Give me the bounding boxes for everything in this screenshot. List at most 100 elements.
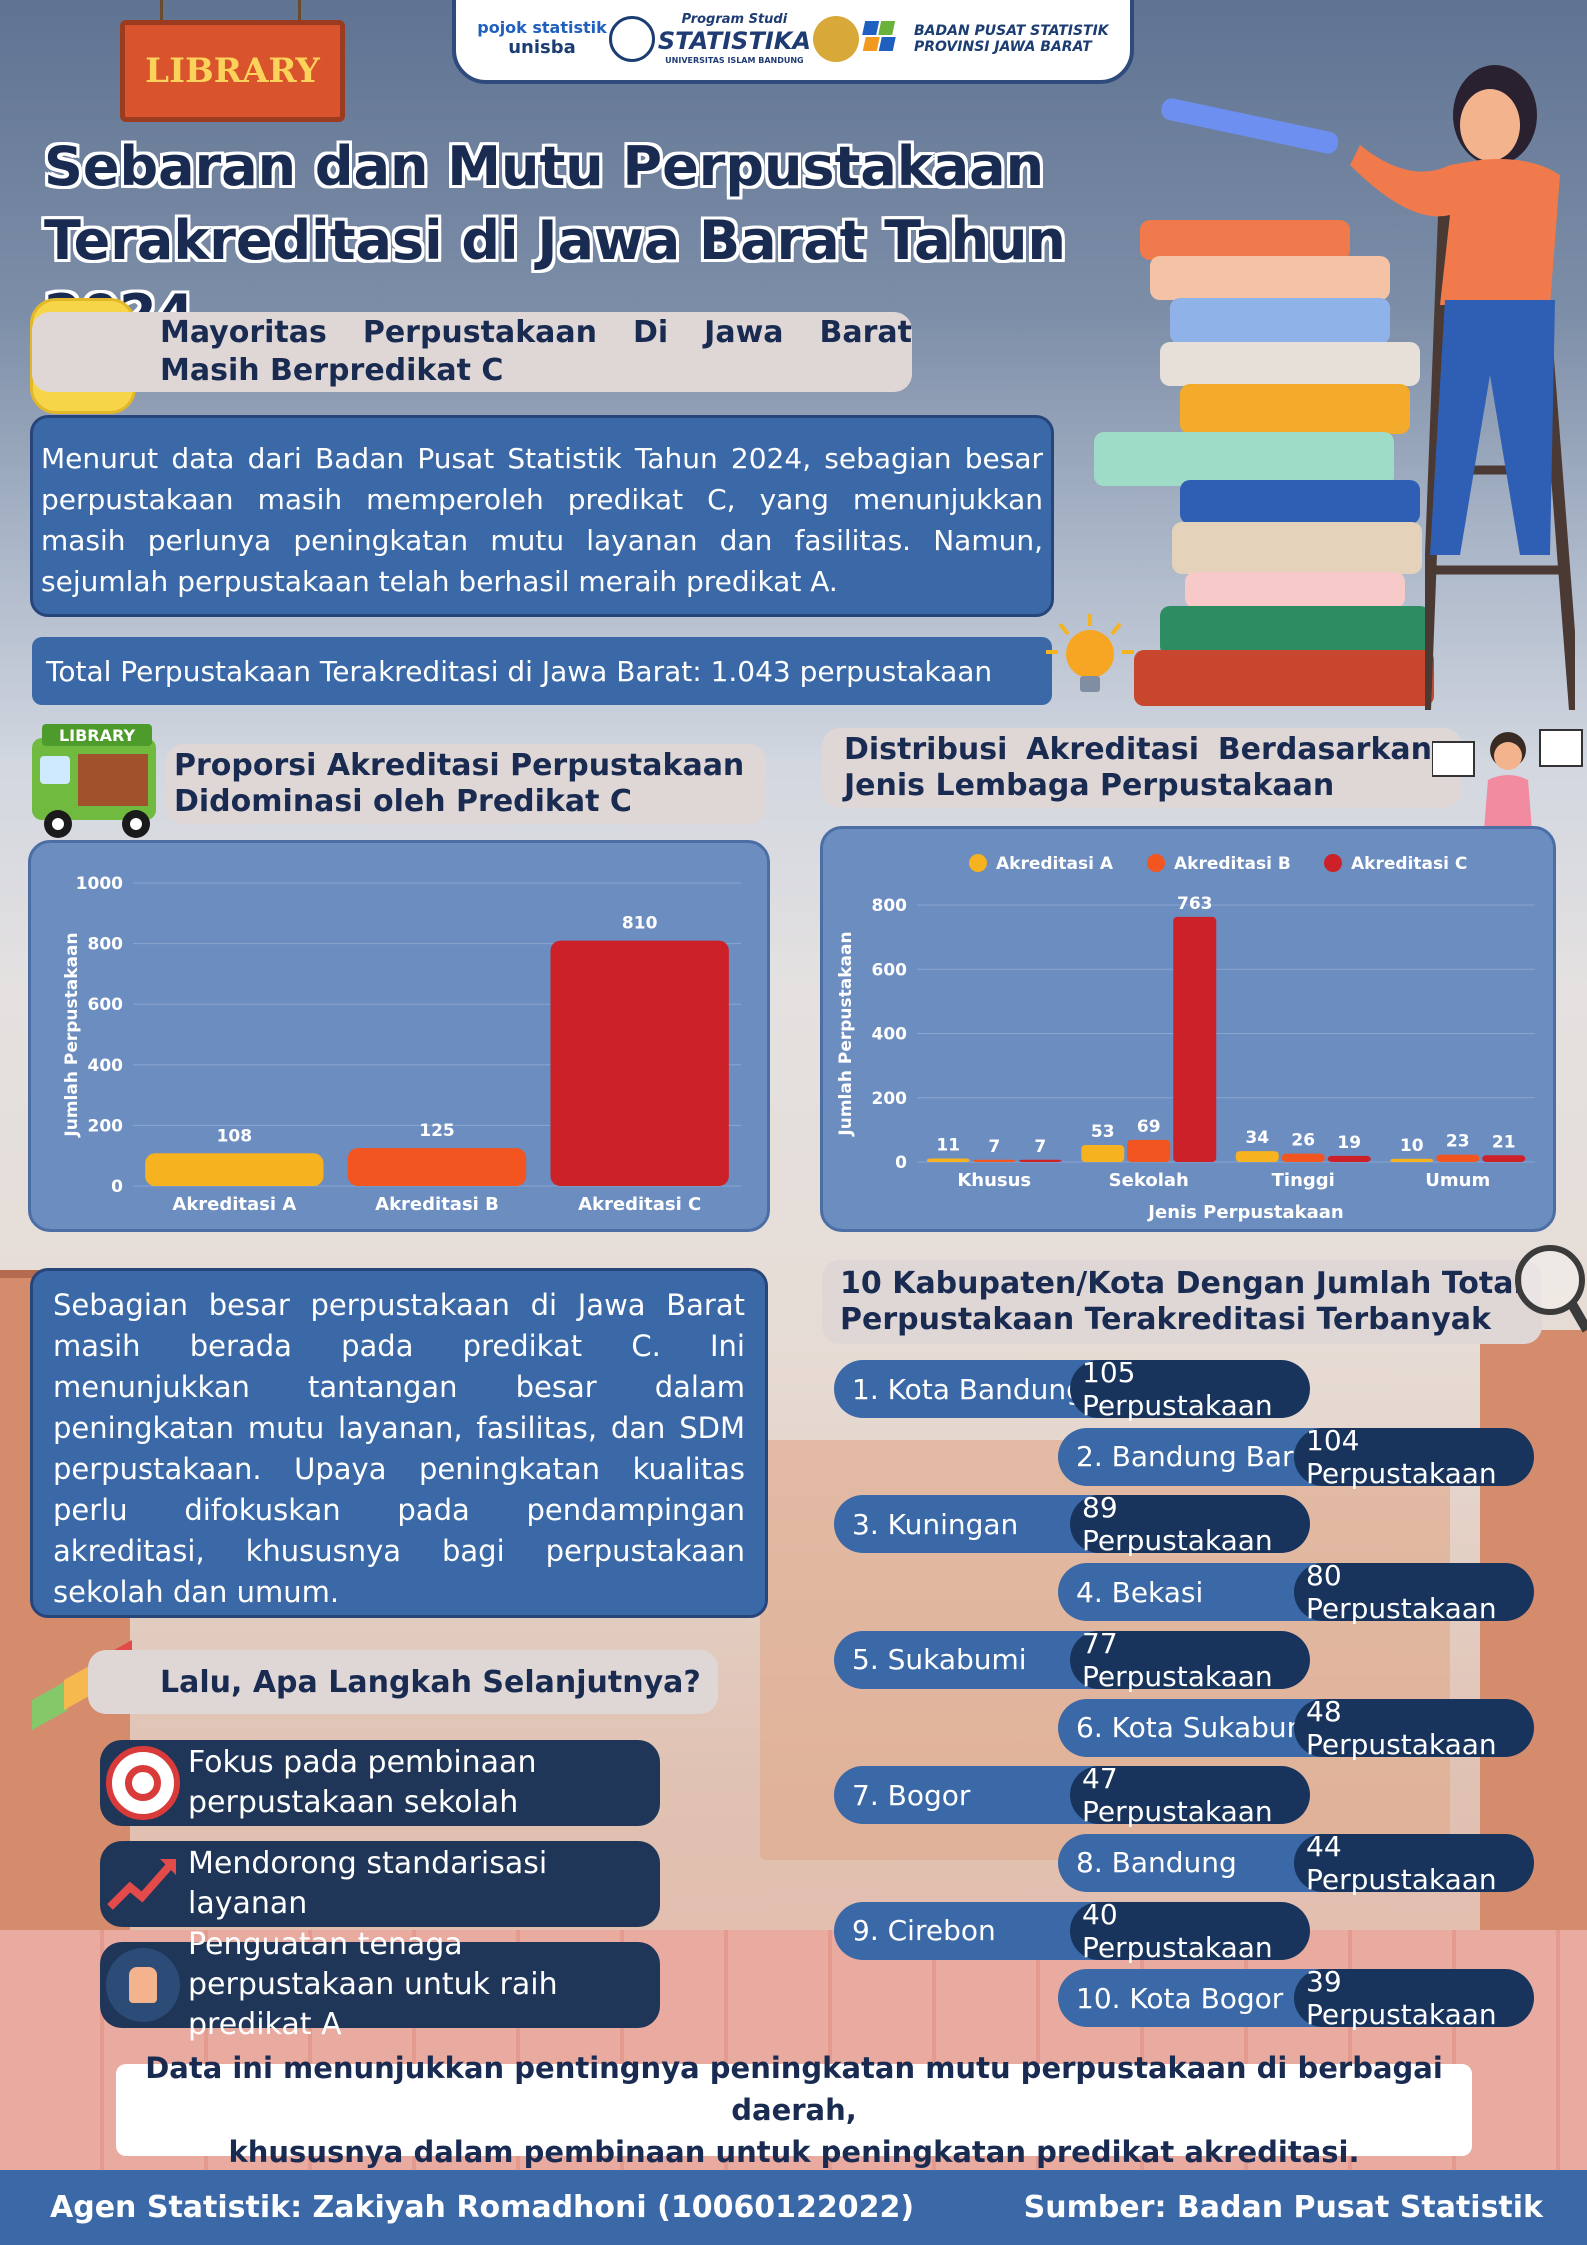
trend-up-icon (106, 1847, 180, 1921)
y-axis-label: Jumlah Perpustakaan (62, 932, 82, 1137)
ranking-row: 2. Bandung Barat 104 Perpustakaan (1058, 1424, 1548, 1490)
bar (347, 1148, 527, 1186)
chart1-title: Proporsi Akreditasi Perpustakaan Didomin… (166, 744, 766, 824)
data-label: 19 (1337, 1133, 1361, 1153)
ranking-row: 5. Sukabumi 77 Perpustakaan (834, 1627, 1334, 1693)
legend-swatch (1324, 854, 1342, 872)
legend-swatch (1147, 854, 1165, 872)
next-steps-title: Lalu, Apa Langkah Selanjutnya? (88, 1650, 718, 1714)
x-tick-label: Akreditasi B (375, 1194, 499, 1215)
ranking-value: 40 Perpustakaan (1070, 1898, 1310, 1964)
legend-swatch (969, 854, 987, 872)
step-item: Mendorong standarisasi layanan (100, 1841, 660, 1927)
ranking-value: 47 Perpustakaan (1070, 1762, 1310, 1828)
statistika-logo: Program Studi STATISTIKA UNIVERSITAS ISL… (657, 12, 811, 65)
total-libraries-banner: Total Perpustakaan Terakreditasi di Jawa… (32, 637, 1052, 705)
ranking-region-name: 7. Bogor (834, 1766, 1124, 1825)
legend-label: Akreditasi C (1351, 854, 1467, 874)
data-label: 7 (988, 1137, 1000, 1157)
woman-reading-illustration (1161, 65, 1560, 555)
data-label: 810 (622, 914, 658, 934)
chart2-title: Distribusi Akreditasi Berdasarkan Jenis … (822, 728, 1462, 808)
step-label: Penguatan tenaga perpustakaan untuk raih… (188, 1927, 558, 2042)
bar (1327, 1155, 1371, 1162)
y-tick-label: 0 (895, 1153, 907, 1173)
ranking-value: 39 Perpustakaan (1294, 1965, 1534, 2031)
data-label: 10 (1400, 1136, 1424, 1156)
y-tick-label: 600 (88, 995, 124, 1015)
sign-rope-decoration (160, 0, 301, 24)
ranking-row: 3. Kuningan 89 Perpustakaan (834, 1491, 1334, 1557)
ranking-value: 105 Perpustakaan (1070, 1356, 1310, 1422)
ranking-row: 1. Kota Bandung 105 Perpustakaan (834, 1356, 1334, 1422)
ranking-row: 4. Bekasi 80 Perpustakaan (1058, 1559, 1548, 1625)
y-tick-label: 400 (872, 1025, 908, 1045)
bar (1482, 1155, 1526, 1162)
x-tick-label: Khusus (957, 1170, 1031, 1191)
ranking-value: 77 Perpustakaan (1070, 1627, 1310, 1693)
data-label: 69 (1137, 1117, 1161, 1137)
data-label: 7 (1034, 1137, 1046, 1157)
y-axis-label: Jumlah Perpustakaan (836, 931, 856, 1136)
library-sign: LIBRARY (120, 20, 345, 122)
conclusion-banner: Data ini menunjukkan pentingnya peningka… (116, 2051, 1472, 2169)
ranking-row: 7. Bogor 47 Perpustakaan (834, 1762, 1334, 1828)
x-tick-label: Sekolah (1109, 1170, 1189, 1191)
ranking-row: 8. Bandung 44 Perpustakaan (1058, 1830, 1548, 1896)
ranking-title: 10 Kabupaten/Kota Dengan Jumlah Total Pe… (822, 1260, 1542, 1344)
data-label: 26 (1291, 1131, 1315, 1151)
bus-label: LIBRARY (59, 726, 135, 745)
bar (145, 1153, 324, 1186)
pojok-statistik-logo: pojok statistik unisba (477, 18, 607, 58)
legend-label: Akreditasi B (1174, 854, 1291, 874)
step-label: Fokus pada pembinaan perpustakaan sekola… (188, 1745, 537, 1820)
girl-holding-sign-illustration (1432, 729, 1583, 830)
lightbulb-brain-icon (1046, 614, 1134, 692)
ranking-value: 89 Perpustakaan (1070, 1491, 1310, 1557)
data-label: 763 (1177, 894, 1213, 914)
bar (1281, 1153, 1325, 1162)
y-tick-label: 1000 (76, 874, 123, 894)
intro-paragraph: Menurut data dari Badan Pusat Statistik … (30, 415, 1054, 617)
garuda-emblem-icon (813, 16, 860, 62)
x-axis-label: Jenis Perpustakaan (1146, 1202, 1343, 1223)
chart2-accreditation-by-type: Akreditasi A Akreditasi B Akreditasi C 0 200… (836, 854, 1535, 1223)
ranking-value: 44 Perpustakaan (1294, 1830, 1534, 1896)
bar (1235, 1151, 1279, 1162)
ranking-value: 48 Perpustakaan (1294, 1695, 1534, 1761)
x-tick-label: Tinggi (1272, 1170, 1335, 1191)
ranking-row: 9. Cirebon 40 Perpustakaan (834, 1898, 1334, 1964)
ranking-value: 80 Perpustakaan (1294, 1559, 1534, 1625)
bar (1436, 1154, 1480, 1162)
data-label: 125 (419, 1121, 455, 1141)
ranking-region-name: 5. Sukabumi (834, 1630, 1124, 1689)
ranking-row: 10. Kota Bogor 39 Perpustakaan (1058, 1965, 1548, 2031)
data-source: Sumber: Badan Pusat Statistik (1023, 2190, 1543, 2225)
author-credit: Agen Statistik: Zakiyah Romadhoni (10060… (50, 2190, 915, 2225)
unisba-seal-icon (609, 16, 656, 62)
logo-bar: pojok statistik unisba Program Studi STA… (452, 0, 1134, 84)
data-label: 108 (217, 1126, 253, 1146)
bar (1081, 1144, 1125, 1162)
bar (1127, 1139, 1171, 1162)
chart2-card: Akreditasi A Akreditasi B Akreditasi C 0 200… (820, 826, 1556, 1232)
book-stack-illustration (1080, 210, 1480, 710)
data-label: 53 (1091, 1122, 1115, 1142)
library-bus-icon: LIBRARY (32, 724, 156, 838)
ranking-region-name: 2. Bandung Barat (1058, 1427, 1348, 1486)
x-tick-label: Umum (1425, 1170, 1490, 1191)
bar (972, 1159, 1016, 1162)
data-label: 34 (1245, 1128, 1269, 1148)
y-tick-label: 0 (111, 1177, 123, 1197)
analysis-paragraph: Sebagian besar perpustakaan di Jawa Bara… (30, 1268, 768, 1618)
y-tick-label: 400 (88, 1056, 124, 1076)
ranking-value: 104 Perpustakaan (1294, 1424, 1534, 1490)
bar (926, 1158, 970, 1162)
intro-subtitle: Mayoritas Perpustakaan Di Jawa Barat Mas… (32, 312, 912, 392)
data-label: 23 (1446, 1132, 1470, 1152)
bps-logo-icon (862, 21, 896, 51)
bar (1018, 1159, 1062, 1162)
step-label: Mendorong standarisasi layanan (188, 1846, 548, 1921)
legend-label: Akreditasi A (996, 854, 1114, 874)
ranking-row: 6. Kota Sukabumi 48 Perpustakaan (1058, 1695, 1548, 1761)
